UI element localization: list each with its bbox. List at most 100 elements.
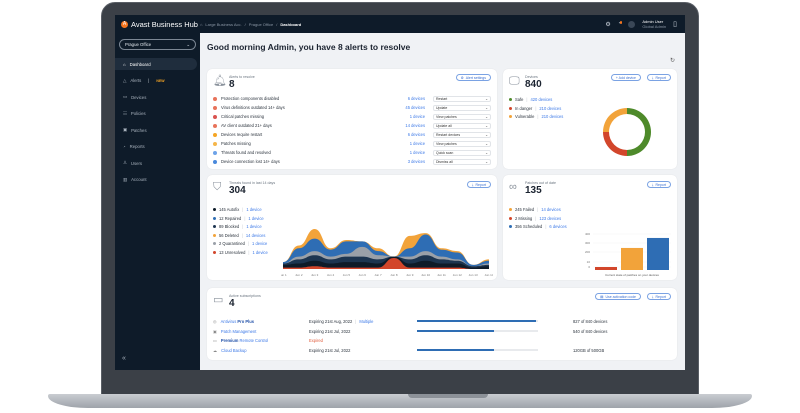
selected-action: Restart (436, 96, 448, 101)
user-icon: ♙ (123, 160, 127, 165)
brand-logo[interactable]: A Avast Business Hub (115, 20, 200, 29)
sidebar-item-account[interactable]: ▥ Account (115, 174, 197, 186)
legend-dot (213, 242, 216, 245)
add-device-button[interactable]: + Add device (610, 74, 641, 81)
subscription-name[interactable]: Patch Management (221, 329, 257, 334)
devices-link[interactable]: 210 devices (539, 105, 562, 111)
breadcrumb-account[interactable]: Large Business Acc. (205, 21, 242, 27)
devices-donut-chart (603, 108, 651, 156)
bar-missing[interactable] (595, 267, 617, 270)
threats-report-button[interactable]: ⤓ Report (466, 181, 491, 188)
legend-row: 89 Blocked | 1 device (213, 224, 262, 229)
devices-link[interactable]: 1 device (246, 207, 262, 212)
sidebar-item-label: Policies (130, 111, 146, 116)
donut-slice-safe[interactable] (627, 108, 651, 156)
devices-link[interactable]: 6 devices (549, 224, 567, 229)
sidebar-item-policies[interactable]: ☷ Policies (115, 108, 197, 120)
devices-link[interactable]: 1 device (252, 241, 268, 246)
legend-row: 12 Repaired | 1 device (213, 216, 264, 221)
devices-link[interactable]: 1 device (246, 224, 262, 229)
name-part: Antivirus (220, 319, 238, 324)
expiry-text: Expiring 21st Aug, 2022 (309, 319, 353, 324)
usage-bar (417, 348, 538, 351)
activation-code-button[interactable]: ▤ Use activation code (595, 293, 641, 300)
sidebar-item-patches[interactable]: ▣ Patches (115, 124, 197, 136)
devices-switch-icon[interactable]: ▯ (673, 21, 677, 28)
screen: A Avast Business Hub ⌂ Large Business Acc.… (115, 15, 685, 370)
legend-dot (213, 225, 216, 228)
alert-devices-link[interactable]: 1 device (409, 150, 425, 155)
alert-action-select[interactable]: Dismiss all ⌄ (433, 158, 491, 165)
alert-action-select[interactable]: Update ⌄ (433, 104, 491, 111)
donut-slice-vulnerable[interactable] (603, 108, 627, 132)
devices-link[interactable]: 14 devices (245, 232, 266, 238)
sidebar-item-devices[interactable]: ▭ Devices (115, 91, 197, 103)
subscription-name[interactable]: Antivirus Pro Plus (221, 319, 254, 324)
alert-icon (213, 141, 217, 146)
subscriptions-report-button[interactable]: ⤓ Report (646, 293, 671, 300)
sidebar-item-reports[interactable]: ◔ Reports (115, 141, 197, 153)
office-selector[interactable]: Prague Office ⌄ (119, 39, 196, 50)
avatar[interactable] (628, 20, 636, 28)
chevron-down-icon: ⌄ (485, 159, 488, 164)
sidebar-item-users[interactable]: ♙ Users (115, 157, 197, 169)
collapse-sidebar-icon[interactable]: « (122, 355, 126, 362)
alert-action-select[interactable]: Restart devices ⌄ (433, 131, 491, 138)
devices-link[interactable]: 1 device (252, 249, 268, 255)
devices-link[interactable]: 123 devices (539, 215, 562, 221)
alert-devices-link[interactable]: 6 devices (407, 96, 425, 101)
alert-action-select[interactable]: Update all ⌄ (433, 122, 491, 129)
alert-action-select[interactable]: Restart ⌄ (433, 95, 491, 102)
brand-name: Avast Business Hub (131, 19, 198, 29)
threats-area-chart: Jun 1 Jun 2 Jun 3 Jun 4 Jun 5 Jun 6 Jun 7 Jun 8… (281, 229, 493, 277)
home-icon[interactable]: ⌂ (200, 21, 203, 27)
subscription-icon: ▭ (213, 338, 217, 343)
sidebar-item-dashboard[interactable]: ⌂ Dashboard (115, 58, 197, 70)
donut-slice-in-danger[interactable] (603, 132, 627, 156)
bar-failed[interactable] (621, 247, 643, 270)
breadcrumb: ⌂ Large Business Acc. / Prague Office / Dashb… (200, 21, 302, 27)
breadcrumb-office[interactable]: Prague Office (248, 21, 274, 27)
main-content: Good morning Admin, you have 8 alerts to… (200, 33, 685, 370)
alert-action-select[interactable]: View patches ⌄ (433, 140, 491, 147)
devices-link[interactable]: 420 devices (530, 97, 553, 102)
devices-link[interactable]: 210 devices (541, 114, 564, 119)
x-tick-label: Jun 11 (437, 273, 446, 277)
alert-devices-link[interactable]: 1 device (409, 114, 425, 119)
monitor-icon: 🖵︎ (509, 75, 520, 87)
legend-dot (509, 216, 512, 220)
legend-row: 13 Unresolved | 1 device (213, 250, 268, 255)
devices-report-button[interactable]: ⤓ Report (646, 74, 671, 81)
alert-action-select[interactable]: View patches ⌄ (433, 113, 491, 120)
alerts-title: Alerts to resolve (229, 75, 255, 79)
alert-settings-button[interactable]: ⚙ Alert settings (455, 74, 491, 81)
chevron-down-icon: ⌄ (485, 105, 488, 110)
subscription-name[interactable]: Premium Remote Control (221, 338, 268, 343)
sidebar-item-label: Patches (131, 127, 147, 133)
alert-devices-link[interactable]: 1 device (409, 141, 425, 146)
button-label: Report (655, 75, 666, 80)
sidebar-item-label: Reports (129, 144, 145, 149)
sidebar-item-alerts[interactable]: △ Alerts | NEW (123, 77, 165, 84)
alert-devices-link[interactable]: 6 devices (407, 132, 425, 137)
usage-bar-fill (417, 320, 536, 322)
gear-icon[interactable]: ⚙ (605, 21, 611, 28)
user-menu[interactable]: Admin User Global Admin (642, 19, 666, 29)
patches-report-button[interactable]: ⤓ Report (646, 181, 671, 188)
devices-link[interactable]: 1 device (248, 215, 264, 221)
alert-devices-link[interactable]: 45 devices (405, 105, 425, 110)
notification-icon[interactable]: ◔ (617, 21, 623, 27)
usage-bar-fill (417, 329, 495, 332)
alert-devices-link[interactable]: 3 devices (407, 159, 425, 164)
subscription-row: ▭ Premium Remote Control (213, 338, 268, 343)
devices-link[interactable]: 14 devices (541, 207, 561, 212)
legend-dot (509, 98, 512, 101)
refresh-icon[interactable]: ↻ (669, 58, 675, 64)
name-part: Premium (220, 338, 239, 343)
alert-devices-link[interactable]: 14 devices (405, 123, 425, 128)
bar-scheduled[interactable] (647, 237, 669, 270)
subscription-name[interactable]: Cloud Backup (221, 348, 247, 353)
alert-action-select[interactable]: Quick scan ⌄ (433, 149, 491, 156)
multiple-link[interactable]: Multiple (359, 319, 374, 324)
button-label: + Add device (615, 75, 636, 80)
